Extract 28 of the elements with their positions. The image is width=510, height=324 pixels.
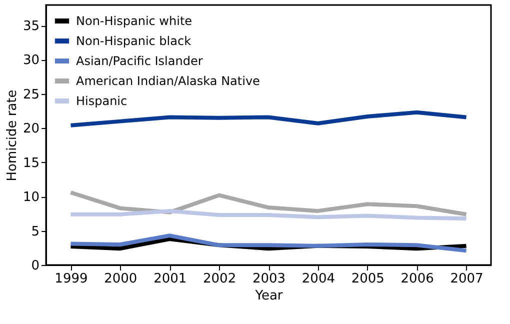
x-tick-label: 2006 [400, 272, 434, 286]
legend-label: Non-Hispanic black [76, 34, 192, 48]
y-tick-label: 25 [22, 87, 40, 102]
x-tick-label: 2005 [351, 272, 384, 286]
y-tick-label: 5 [31, 224, 40, 240]
line-series [68, 234, 468, 253]
y-tick-label: 30 [22, 53, 40, 68]
legend-label: Non-Hispanic white [76, 14, 192, 28]
y-tick-label: 10 [22, 190, 40, 206]
x-tick-label: 2004 [302, 272, 335, 286]
y-axis-title: Homicide rate [4, 90, 20, 182]
x-tick-label: 2007 [450, 272, 484, 286]
y-tick-label: 20 [22, 122, 40, 137]
x-tick-label: 2003 [252, 272, 286, 286]
y-tick-label: 0 [31, 258, 40, 274]
legend-label: American Indian/Alaska Native [76, 74, 260, 88]
legend-label: Hispanic [76, 94, 128, 108]
y-tick-label: 15 [22, 156, 40, 171]
line-series [68, 208, 468, 220]
line-series [68, 190, 468, 216]
x-tick-label: 2000 [104, 272, 138, 286]
y-tick-label: 35 [22, 19, 40, 34]
legend-label: Asian/Pacific Islander [76, 54, 203, 68]
x-tick-label: 1999 [54, 272, 88, 286]
line-series [68, 110, 468, 128]
x-axis-title: Year [254, 288, 284, 304]
x-tick-label: 2001 [154, 272, 187, 286]
x-tick-label: 2002 [203, 272, 236, 286]
